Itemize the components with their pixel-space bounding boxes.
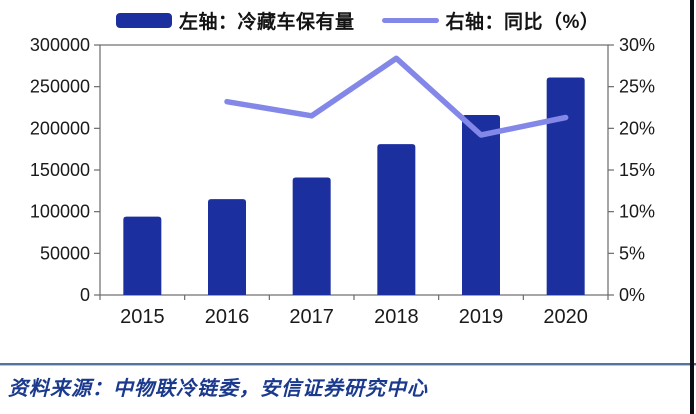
right-axis-tick-label: 30% [619, 35, 655, 55]
bar-2017 [292, 177, 331, 295]
right-axis-tick-label: 10% [619, 202, 655, 222]
line-series-swatch-icon [381, 18, 439, 23]
bar-series-swatch-icon [116, 13, 172, 28]
bar-2016 [208, 199, 246, 295]
right-axis-tick-label: 25% [619, 77, 655, 97]
right-axis-tick-label: 0% [619, 285, 645, 305]
x-axis-label-2015: 2015 [120, 306, 165, 328]
legend-item-line-series: 右轴：同比（%） [381, 7, 600, 34]
right-axis-tick-label: 5% [619, 243, 645, 263]
line-series-label: 右轴：同比（%） [445, 12, 600, 33]
x-axis-label-2017: 2017 [289, 306, 334, 328]
left-axis-tick-label: 300000 [30, 35, 90, 55]
source-note: 资料来源：中物联冷链委，安信证券研究中心 [8, 378, 428, 400]
right-axis-tick-label: 15% [619, 160, 655, 180]
x-axis-label-2020: 2020 [543, 306, 588, 328]
bar-2019 [462, 115, 500, 295]
bar-2015 [123, 216, 162, 295]
x-axis-label-2018: 2018 [374, 306, 419, 328]
source-divider [0, 363, 696, 365]
plot-frame [99, 44, 609, 296]
bar-2018 [377, 144, 416, 295]
right-axis-tick-label: 20% [619, 118, 655, 138]
legend-item-bar-series: 左轴：冷藏车保有量 [116, 7, 355, 34]
left-axis-tick-label: 0 [80, 285, 90, 305]
left-axis-tick-label: 200000 [30, 118, 90, 138]
combo-chart-plot: 0 50000 100000 150000 200000 250000 300000 0% 5%… [30, 35, 655, 328]
left-axis-tick-label: 50000 [40, 243, 90, 263]
bar-2020 [546, 77, 585, 295]
chart-legend: 左轴：冷藏车保有量 右轴：同比（%） [116, 7, 599, 34]
left-axis-tick-label: 150000 [30, 160, 90, 180]
yoy-line [224, 55, 569, 138]
x-axis-label-2016: 2016 [205, 306, 250, 328]
bar-series-label: 左轴：冷藏车保有量 [179, 12, 355, 33]
right-edge-artifact [690, 0, 694, 414]
left-axis-tick-label: 100000 [30, 202, 90, 222]
left-axis-tick-label: 250000 [30, 77, 90, 97]
x-axis-label-2019: 2019 [459, 306, 504, 328]
